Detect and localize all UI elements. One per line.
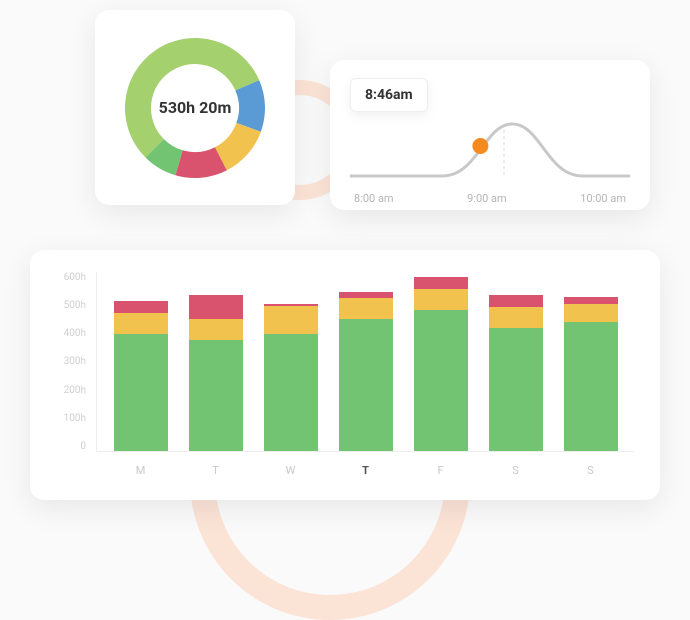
peak-marker — [472, 138, 488, 154]
bar-seg-yellow — [489, 307, 543, 328]
bar-seg-green — [264, 334, 318, 451]
y-tick: 500h — [56, 300, 86, 311]
bar-seg-pink — [189, 295, 243, 319]
bar-T — [189, 295, 243, 451]
bar-x-axis: MTWTFSS — [97, 464, 634, 477]
x-tick: T — [339, 464, 393, 477]
peak-time-badge: 8:46am — [350, 78, 428, 112]
bar-y-axis: 600h 500h 400h 300h 200h 100h 0 — [56, 272, 96, 452]
bar-F — [414, 277, 468, 451]
peak-curve-chart — [350, 116, 630, 186]
peak-xtick: 8:00 am — [354, 192, 394, 205]
peak-time-card: 8:46am 8:00 am 9:00 am 10:00 am — [330, 60, 650, 210]
bar-seg-pink — [564, 297, 618, 305]
bar-T — [339, 292, 393, 451]
bar-W — [264, 304, 318, 451]
bar-seg-pink — [414, 277, 468, 289]
peak-xtick: 9:00 am — [467, 192, 507, 205]
bar-seg-green — [564, 322, 618, 451]
bar-seg-green — [414, 310, 468, 451]
x-tick: T — [189, 464, 243, 477]
x-tick: S — [564, 464, 618, 477]
bar-seg-pink — [489, 295, 543, 307]
bar-seg-green — [189, 340, 243, 451]
bar-seg-green — [114, 334, 168, 451]
bar-S — [564, 297, 618, 452]
y-tick: 600h — [56, 272, 86, 283]
bar-seg-green — [489, 328, 543, 451]
bar-seg-green — [339, 319, 393, 451]
donut-chart: 530h 20m — [120, 33, 270, 183]
peak-x-axis: 8:00 am 9:00 am 10:00 am — [350, 186, 630, 205]
bar-seg-pink — [114, 301, 168, 313]
bar-M — [114, 301, 168, 451]
peak-xtick: 10:00 am — [580, 192, 626, 205]
x-tick: S — [489, 464, 543, 477]
bar-seg-yellow — [114, 313, 168, 334]
bar-seg-yellow — [414, 289, 468, 310]
peak-curve — [350, 124, 630, 176]
weekly-bar-card: 600h500h400h300h200h100h0 MTWTFSS — [30, 250, 660, 500]
bar-seg-yellow — [564, 304, 618, 322]
x-tick: W — [264, 464, 318, 477]
bar-plot-area: MTWTFSS — [96, 272, 634, 452]
y-tick: 300h — [56, 356, 86, 367]
x-tick: F — [414, 464, 468, 477]
y-tick: 0 — [56, 441, 86, 452]
donut-card: 530h 20m — [95, 10, 295, 205]
donut-center-label: 530h 20m — [120, 33, 270, 183]
x-tick: M — [114, 464, 168, 477]
y-tick: 200h — [56, 385, 86, 396]
bar-seg-yellow — [339, 298, 393, 319]
bar-seg-yellow — [264, 306, 318, 335]
bar-series — [97, 272, 634, 451]
bar-seg-yellow — [189, 319, 243, 340]
y-tick: 400h — [56, 328, 86, 339]
bar-S — [489, 295, 543, 451]
y-tick: 100h — [56, 413, 86, 424]
